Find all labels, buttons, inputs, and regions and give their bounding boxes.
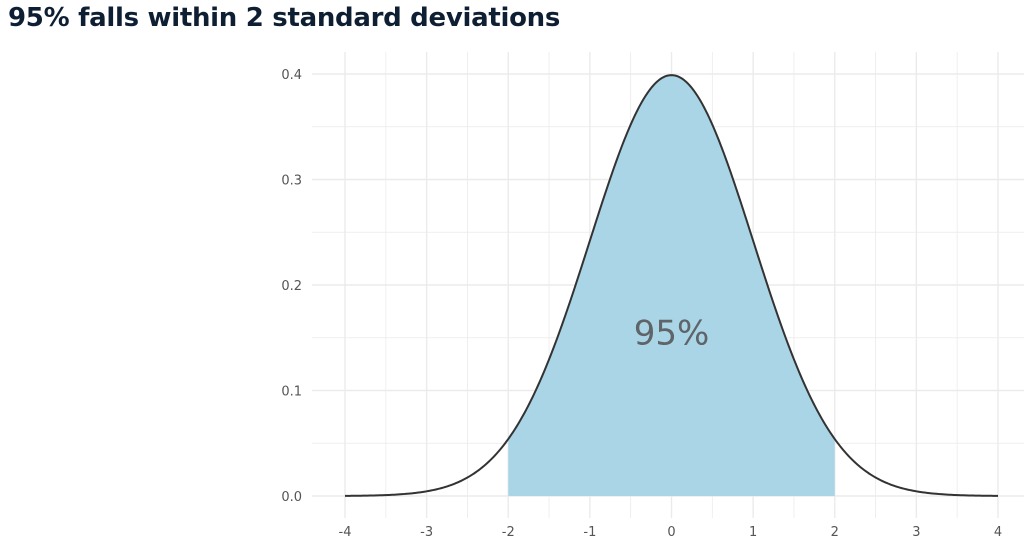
y-tick-label: 0.1	[281, 385, 302, 400]
x-tick-label: 0	[667, 525, 675, 540]
y-tick-label: 0.0	[281, 490, 302, 505]
chart-title: 95% falls within 2 standard deviations	[8, 3, 561, 33]
shaded-region-label: 95%	[634, 313, 710, 353]
x-tick-label: -4	[339, 525, 352, 540]
y-tick-label: 0.2	[281, 279, 302, 294]
x-tick-label: 3	[912, 525, 920, 540]
y-tick-label: 0.4	[281, 68, 302, 83]
x-tick-label: -2	[502, 525, 515, 540]
x-tick-label: 2	[831, 525, 839, 540]
x-tick-label: 1	[749, 525, 757, 540]
shaded-region-layer	[508, 75, 835, 497]
x-tick-label: -1	[583, 525, 596, 540]
shaded-area	[508, 75, 835, 497]
x-tick-label: -3	[420, 525, 433, 540]
curve-layer	[344, 74, 999, 497]
density-curve	[344, 74, 999, 497]
y-tick-label: 0.3	[281, 174, 302, 189]
x-tick-label: 4	[994, 525, 1002, 540]
label-layer: 0.0 0.1 0.2 0.3 0.4 -4 -3 -2 -1 0 1 2 3 4 95%	[281, 68, 1002, 540]
